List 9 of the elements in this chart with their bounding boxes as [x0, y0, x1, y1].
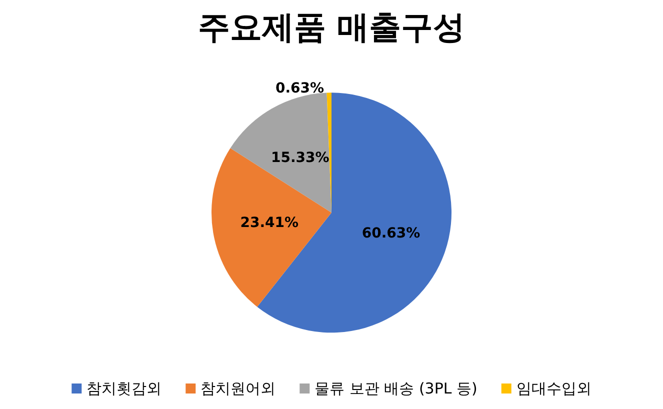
legend-label: 참치원어외	[200, 380, 276, 398]
legend-label: 물류 보관 배송 (3PL 등)	[314, 380, 478, 398]
data-label: 15.33%	[270, 150, 330, 166]
legend-label: 임대수입외	[516, 380, 592, 398]
legend-label: 참치횟감외	[86, 380, 162, 398]
data-label: 0.63%	[275, 80, 324, 97]
chart-title: 주요제품 매출구성	[198, 8, 466, 46]
data-label: 23.41%	[240, 215, 299, 232]
data-label: 60.63%	[362, 225, 420, 242]
